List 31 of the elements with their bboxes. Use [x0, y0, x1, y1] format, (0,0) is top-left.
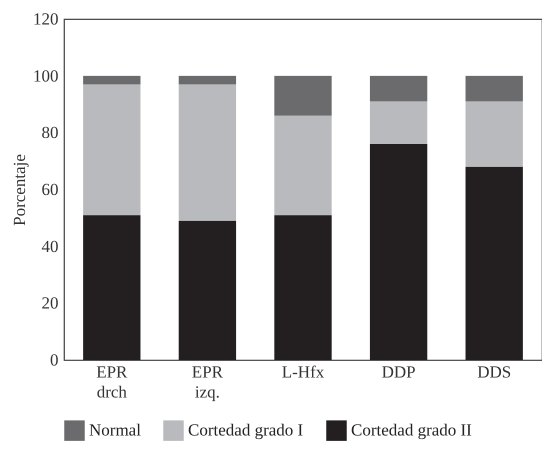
- y-tick-label: 120: [33, 10, 58, 28]
- x-tick-label: EPR izq.: [192, 362, 224, 402]
- x-tick-label: DDS: [477, 362, 512, 382]
- x-tick-label: L-Hfx: [282, 362, 325, 382]
- bar: [274, 215, 332, 360]
- bar: [83, 76, 140, 84]
- legend-label: Normal: [89, 420, 142, 440]
- y-tick-label: 60: [42, 180, 58, 199]
- bar: [178, 84, 236, 221]
- legend-label: Cortedad grado II: [351, 420, 472, 440]
- bar: [370, 76, 428, 102]
- x-tick-label: EPR drch: [96, 362, 128, 402]
- legend-label: Cortedad grado I: [188, 420, 304, 440]
- bar: [466, 76, 523, 102]
- bar: [83, 215, 140, 360]
- bar: [83, 84, 140, 216]
- bar: [178, 220, 236, 360]
- y-tick-label: 80: [42, 123, 58, 142]
- bar: [370, 144, 428, 360]
- bar: [370, 101, 428, 144]
- bar: [466, 101, 523, 167]
- bar: [274, 116, 332, 216]
- y-tick-label: 20: [42, 294, 58, 313]
- x-tick-label: DDP: [382, 362, 416, 382]
- y-tick-label: 100: [33, 66, 58, 86]
- y-tick-label: 0: [50, 350, 58, 370]
- bar: [178, 76, 236, 84]
- bar: [466, 166, 523, 360]
- y-tick-label: 40: [42, 236, 58, 256]
- bar: [274, 76, 332, 116]
- y-axis-title: Porcentaje: [10, 154, 29, 226]
